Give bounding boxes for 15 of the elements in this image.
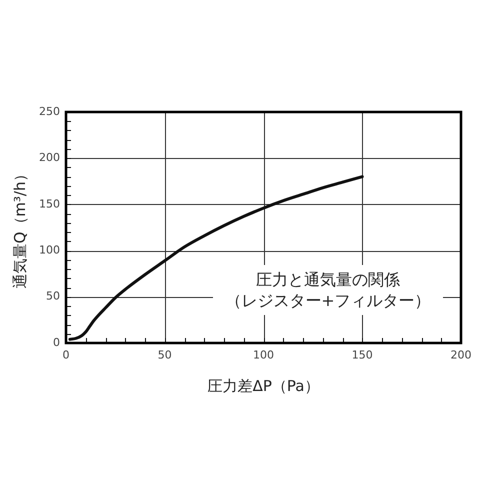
x-tick-label: 0: [62, 348, 70, 362]
x-axis-title: 圧力差ΔP（Pa）: [208, 376, 320, 395]
y-tick-label: 250: [39, 104, 60, 118]
y-tick-label: 100: [39, 243, 60, 256]
y-tick-label: 200: [39, 151, 60, 164]
annotation: （レジスター+フィルター）: [225, 290, 431, 311]
x-tick-label: 150: [352, 348, 373, 362]
x-tick-label: 200: [450, 348, 472, 362]
x-tick-label: 100: [253, 348, 274, 362]
y-tick-label: 50: [46, 290, 60, 303]
x-tick-label: 50: [158, 348, 172, 362]
y-axis-title: 通気量Q（m³/h）: [10, 166, 29, 288]
y-tick-label: 150: [39, 197, 60, 210]
y-tick-label: 0: [53, 336, 60, 349]
annotation: 圧力と通気量の関係: [256, 269, 400, 290]
